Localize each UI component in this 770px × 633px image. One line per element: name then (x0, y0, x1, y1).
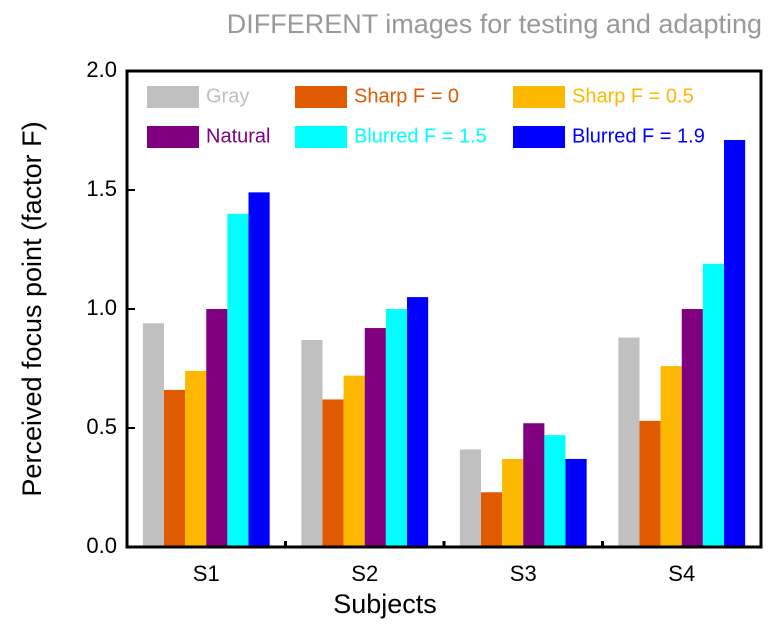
bar (227, 213, 249, 548)
bar (322, 399, 344, 547)
legend-label: Sharp F = 0 (354, 85, 459, 107)
x-tick-label: S1 (193, 561, 220, 586)
legend-label: Blurred F = 1.5 (354, 125, 487, 147)
legend-swatch (147, 86, 199, 108)
legend-swatch (513, 86, 565, 108)
x-tick-label: S3 (510, 561, 537, 586)
bar (502, 458, 524, 547)
bar (480, 492, 503, 547)
legend-swatch (295, 126, 347, 148)
bar (702, 263, 725, 547)
bar (724, 140, 746, 547)
y-axis-label: Perceived focus point (factor F) (17, 121, 47, 496)
legend-label: Natural (206, 125, 270, 147)
bar (385, 309, 408, 547)
bar (142, 323, 164, 547)
bar (544, 435, 566, 547)
bar (343, 375, 365, 547)
chart-title: DIFFERENT images for testing and adaptin… (227, 9, 762, 39)
legend-label: Gray (206, 85, 249, 107)
bar (364, 328, 386, 547)
y-tick-label: 1.0 (86, 295, 117, 320)
x-tick-label: S4 (668, 561, 695, 586)
legend-swatch (147, 126, 199, 148)
bar (660, 366, 682, 547)
y-tick-label: 0.0 (86, 533, 117, 558)
bar (248, 192, 270, 547)
bar (523, 423, 545, 547)
legend-swatch (295, 86, 347, 108)
x-tick-label: S2 (351, 561, 378, 586)
bar (163, 389, 186, 547)
bar (681, 309, 703, 547)
bar (185, 370, 207, 547)
legend-label: Sharp F = 0.5 (572, 85, 694, 107)
bar (459, 449, 481, 547)
plot-frame (125, 69, 763, 549)
bar (639, 420, 661, 547)
legend-label: Blurred F = 1.9 (572, 125, 705, 147)
bar (206, 309, 228, 547)
y-tick-label: 0.5 (86, 414, 117, 439)
y-tick-label: 2.0 (86, 57, 117, 82)
bar (618, 337, 640, 547)
bar (301, 339, 323, 547)
legend-swatch (513, 126, 565, 148)
y-tick-label: 1.5 (86, 176, 117, 201)
x-axis-label: Subjects (333, 589, 437, 619)
bar (565, 458, 587, 547)
bar (407, 297, 429, 547)
